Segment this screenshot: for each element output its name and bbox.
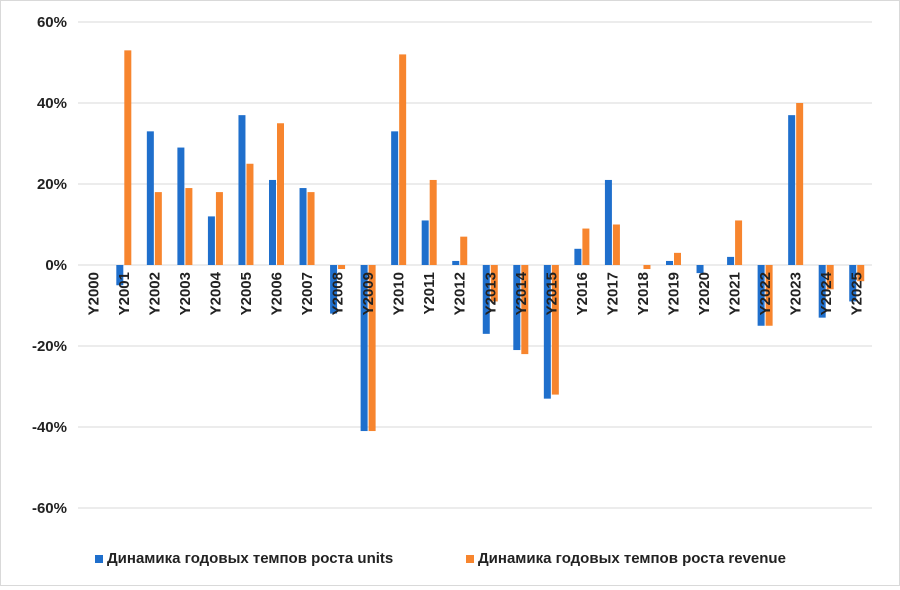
legend-swatch-revenue [466, 555, 474, 563]
bar-revenue [215, 192, 223, 265]
x-tick-label: Y2011 [421, 272, 438, 315]
bar-units [513, 265, 521, 351]
bar-revenue [246, 163, 254, 265]
x-tick-label: Y2008 [330, 272, 347, 315]
bar-units [818, 265, 826, 318]
bar-units [360, 265, 368, 432]
bar-units [788, 115, 796, 266]
y-tick-label: 20% [37, 176, 67, 193]
bar-revenue [429, 179, 437, 265]
bar-units [727, 256, 735, 265]
x-tick-label: Y2002 [146, 272, 163, 315]
x-axis-tick-labels: Y2000 Y2001 Y2002 Y2003 Y2004 Y2005 Y2006 Y2007… [85, 271, 865, 315]
y-tick-label: 60% [37, 14, 67, 31]
x-tick-label: Y2013 [482, 272, 499, 315]
bar-revenue [307, 192, 315, 265]
bar-revenue [765, 265, 773, 326]
y-axis-tick-labels: 60% 40% 20% 0% -20% -40% -60% [32, 14, 67, 517]
legend-label-units: Динамика годовых темпов роста units [107, 550, 393, 567]
legend-label-revenue: Динамика годовых темпов роста revenue [478, 550, 786, 567]
bar-revenue [521, 265, 529, 355]
x-tick-label: Y2014 [513, 271, 530, 315]
x-tick-label: Y2005 [238, 272, 255, 315]
x-tick-label: Y2016 [574, 272, 591, 315]
x-tick-label: Y2025 [849, 272, 866, 315]
bar-revenue [582, 228, 590, 265]
bar-revenue [124, 50, 132, 265]
y-tick-label: 40% [37, 95, 67, 112]
y-tick-label: -40% [32, 419, 67, 436]
legend: Динамика годовых темпов роста units Дина… [95, 550, 786, 567]
x-tick-label: Y2022 [757, 272, 774, 315]
y-tick-label: -60% [32, 500, 67, 517]
bar-units [696, 265, 704, 274]
bar-units [177, 147, 185, 265]
x-tick-label: Y2019 [666, 272, 683, 315]
bar-units [666, 260, 673, 265]
bar-units [574, 248, 582, 265]
x-tick-label: Y2009 [360, 272, 377, 315]
legend-swatch-units [95, 555, 103, 563]
x-tick-label: Y2024 [818, 271, 835, 315]
bar-units [299, 188, 307, 265]
bar-revenue [338, 265, 346, 270]
bar-revenue [674, 252, 681, 265]
bar-units [849, 265, 857, 302]
x-tick-label: Y2003 [177, 272, 194, 315]
bar-units [482, 265, 490, 334]
bar-units [207, 216, 215, 265]
x-tick-label: Y2006 [269, 272, 286, 315]
x-tick-label: Y2020 [696, 272, 713, 315]
bar-revenue [154, 192, 162, 265]
y-tick-label: 0% [45, 257, 67, 274]
bar-revenue [796, 103, 804, 265]
bar-units [269, 179, 276, 265]
x-tick-label: Y2010 [391, 272, 408, 315]
bar-units [421, 220, 429, 265]
bar-revenue [735, 220, 743, 265]
bar-units [238, 115, 246, 266]
x-tick-label: Y2018 [635, 272, 652, 315]
bar-revenue [185, 188, 193, 265]
x-tick-label: Y2004 [207, 271, 224, 315]
bar-revenue [368, 265, 376, 432]
gridlines [78, 21, 872, 509]
bar-revenue [826, 265, 834, 290]
bar-revenue [612, 224, 620, 265]
x-tick-label: Y2015 [543, 272, 560, 315]
bar-units [116, 265, 124, 286]
bar-units [391, 131, 399, 265]
bar-units [757, 265, 765, 326]
bar-revenue [460, 236, 468, 265]
bar-revenue [857, 265, 865, 282]
x-tick-label: Y2007 [299, 272, 316, 315]
bar-revenue [490, 265, 498, 302]
x-tick-label: Y2001 [116, 272, 133, 315]
x-tick-label: Y2017 [604, 272, 621, 315]
x-tick-label: Y2000 [85, 272, 102, 315]
bar-units [330, 265, 338, 314]
bar-revenue [643, 265, 651, 270]
y-tick-label: -20% [32, 338, 67, 355]
x-tick-label: Y2021 [727, 272, 744, 315]
bar-revenue [399, 54, 407, 266]
x-tick-label: Y2023 [788, 272, 805, 315]
bars [116, 50, 865, 432]
bar-units [452, 260, 460, 265]
bar-units [604, 179, 612, 265]
x-tick-label: Y2012 [452, 272, 469, 315]
bar-units [146, 131, 154, 265]
bar-revenue [551, 265, 559, 395]
bar-units [543, 265, 551, 399]
bar-revenue [277, 123, 284, 265]
